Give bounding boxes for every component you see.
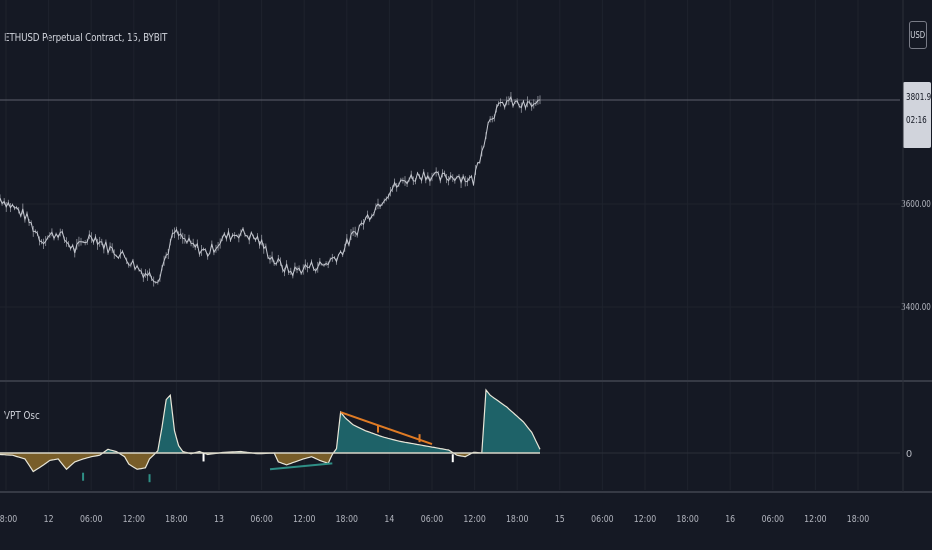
price-axis-label: 3600.00	[901, 199, 931, 210]
osc-zero-label: 0	[906, 449, 912, 460]
time-axis-label: 13	[214, 514, 224, 525]
time-axis-label: 18:00	[847, 514, 870, 525]
grid	[0, 452, 900, 454]
time-axis-label: 14	[384, 514, 394, 525]
time-axis-label: 12:00	[293, 514, 316, 525]
time-axis-label: 18:00	[165, 514, 188, 525]
osc-line	[0, 388, 541, 473]
currency-label: USD	[910, 29, 926, 41]
time-axis-label: 16	[725, 514, 735, 525]
time-axis-label: 18:00	[676, 514, 699, 525]
osc-trendline-orange	[340, 411, 433, 446]
time-axis-label: 18:00	[0, 514, 17, 525]
osc-trendline-teal	[269, 462, 333, 471]
time-axis-label: 12:00	[804, 514, 827, 525]
time-axis-label: 18:00	[506, 514, 529, 525]
time-axis-label: 12:00	[463, 514, 486, 525]
axes: 18:00 12 06:00 12:00 18:00 13 06:00 12:00 18:00 1…	[0, 0, 932, 525]
last-price-tag: 3801.95 02:16	[903, 82, 932, 148]
oscillator-pane[interactable]	[0, 388, 541, 483]
countdown-label: 02:16	[906, 115, 927, 126]
time-axis-label: 12	[44, 514, 54, 525]
price-pane[interactable]	[0, 91, 900, 287]
time-axis-label: 06:00	[250, 514, 273, 525]
time-axis-label: 15	[555, 514, 565, 525]
time-axis-label: 12:00	[123, 514, 146, 525]
time-axis-label: 06:00	[421, 514, 444, 525]
price-line	[0, 95, 541, 283]
indicator-title: VPT Osc	[4, 409, 40, 422]
symbol-title: ETHUSD Perpetual Contract, 15, BYBIT	[4, 31, 168, 44]
last-price-label: 3801.95	[906, 92, 932, 103]
osc-negative-area	[0, 453, 540, 472]
time-axis-label: 06:00	[762, 514, 785, 525]
time-axis-label: 18:00	[336, 514, 359, 525]
price-axis-label: 3400.00	[901, 302, 931, 313]
osc-positive-area	[0, 390, 540, 453]
currency-button[interactable]: USD	[909, 21, 927, 49]
time-axis-label: 06:00	[591, 514, 614, 525]
time-axis-label: 06:00	[80, 514, 103, 525]
time-axis-label: 12:00	[634, 514, 657, 525]
price-bars	[0, 91, 541, 287]
